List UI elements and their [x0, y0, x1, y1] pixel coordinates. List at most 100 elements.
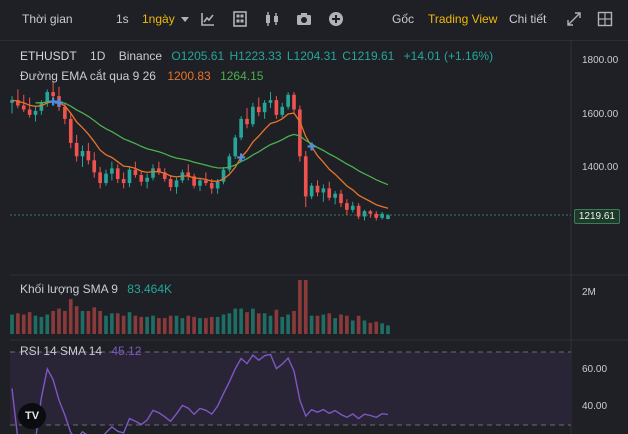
- layout-grid-icon[interactable]: [232, 11, 248, 27]
- high-value: H1223.33: [229, 49, 282, 63]
- volume-bar: [350, 320, 355, 334]
- candle-body: [251, 106, 255, 125]
- volume-bar: [51, 310, 55, 334]
- tradingview-logo-text: TV: [24, 410, 40, 422]
- indicators-icon[interactable]: [200, 11, 216, 27]
- volume-bar: [262, 313, 267, 334]
- volume-bar: [16, 313, 20, 334]
- volume-bar: [21, 314, 26, 334]
- low-value: L1204.31: [286, 49, 337, 63]
- volume-bar: [74, 306, 79, 334]
- interval-label: 1D: [90, 49, 106, 63]
- candles-icon[interactable]: [264, 11, 280, 27]
- volume-bar: [174, 315, 179, 334]
- ohlc-legend: ETHUSDT 1D Binance O1205.61 H1223.33 L12…: [20, 49, 499, 63]
- ema-fast-value: 1200.83: [167, 69, 211, 83]
- volume-bars-group: [10, 280, 390, 334]
- candle-body: [327, 188, 332, 198]
- candle-body: [262, 102, 267, 113]
- tradingview-logo[interactable]: TV: [18, 403, 46, 429]
- volume-bar: [321, 314, 326, 334]
- rsi-tick-40: 40.00: [582, 401, 608, 412]
- candle-body: [309, 185, 314, 197]
- candle-body: [92, 160, 97, 173]
- tab-tradingview[interactable]: Trading View: [428, 12, 498, 26]
- candle-body: [198, 180, 202, 186]
- candle-body: [268, 100, 273, 103]
- candle-body: [286, 94, 290, 107]
- ema-legend[interactable]: Đường EMA cắt qua 9 26 1200.83 1264.15: [20, 69, 269, 83]
- volume-bar: [127, 312, 132, 334]
- chevron-down-icon: [180, 17, 189, 23]
- volume-legend[interactable]: Khối lượng SMA 9 83.464K: [20, 282, 178, 296]
- volume-bar: [92, 307, 97, 334]
- candle-body: [86, 150, 91, 161]
- volume-bar: [204, 318, 208, 334]
- candle-body: [10, 100, 14, 103]
- volume-bar: [233, 308, 238, 334]
- volume-bar: [356, 315, 361, 334]
- rsi-label: RSI 14 SMA 14: [20, 344, 103, 358]
- candles-group: [10, 81, 390, 221]
- candle-body: [345, 203, 349, 210]
- candle-body: [39, 102, 44, 111]
- candle-body: [368, 211, 373, 214]
- volume-bar: [309, 315, 314, 334]
- candle-body: [298, 109, 302, 157]
- volume-bar: [57, 308, 61, 334]
- volume-bar: [386, 325, 390, 334]
- volume-bar: [192, 316, 196, 334]
- candle-body: [139, 175, 144, 182]
- candle-body: [204, 180, 208, 184]
- candle-body: [321, 188, 326, 193]
- volume-bar: [245, 312, 249, 334]
- candle-body: [80, 150, 85, 157]
- ema-cross-marker: [307, 142, 316, 151]
- candle-body: [110, 168, 114, 174]
- volume-bar: [221, 314, 226, 334]
- volume-bar: [345, 315, 349, 334]
- candle-body: [209, 183, 214, 189]
- volume-bar: [33, 315, 38, 334]
- volume-bar: [239, 308, 243, 334]
- candle-body: [215, 181, 220, 189]
- grid-settings-icon[interactable]: [597, 11, 613, 27]
- volume-bar: [362, 320, 367, 334]
- volume-bar: [315, 315, 320, 334]
- volume-bar: [303, 280, 308, 334]
- candle-body: [45, 92, 50, 103]
- candle-body: [127, 169, 132, 184]
- tab-original[interactable]: Gốc: [392, 12, 415, 26]
- expand-icon[interactable]: [566, 11, 582, 27]
- chart-canvas[interactable]: [0, 41, 628, 434]
- ema-label: Đường EMA cắt qua 9 26: [20, 69, 156, 83]
- price-tick-1400: 1400.00: [582, 162, 619, 173]
- candle-body: [63, 106, 67, 119]
- interval-selected-label: 1ngày: [142, 12, 175, 26]
- candle-body: [315, 185, 320, 193]
- candle-body: [339, 193, 343, 204]
- volume-bar: [198, 318, 202, 334]
- symbol-label[interactable]: ETHUSDT: [20, 49, 77, 63]
- candle-body: [16, 100, 20, 106]
- ema-slow-value: 1264.15: [220, 69, 264, 83]
- candle-body: [280, 106, 285, 115]
- time-label: Thời gian: [22, 12, 73, 26]
- interval-dropdown[interactable]: 1ngày: [142, 12, 189, 26]
- volume-bar: [157, 318, 161, 334]
- camera-icon[interactable]: [296, 11, 312, 27]
- volume-bar: [180, 318, 185, 334]
- ema-cross-marker: [55, 98, 63, 107]
- volume-bar: [63, 310, 67, 334]
- candle-body: [221, 169, 226, 182]
- interval-1s-button[interactable]: 1s: [116, 12, 129, 26]
- tab-depth[interactable]: Chi tiết: [509, 12, 547, 26]
- candle-body: [68, 118, 73, 143]
- rsi-legend[interactable]: RSI 14 SMA 14 45.12: [20, 344, 147, 358]
- candle-body: [21, 105, 26, 110]
- candle-body: [98, 172, 102, 184]
- add-plus-icon[interactable]: [328, 11, 344, 27]
- candle-body: [51, 92, 55, 97]
- volume-bar: [86, 310, 91, 334]
- volume-bar: [209, 316, 214, 334]
